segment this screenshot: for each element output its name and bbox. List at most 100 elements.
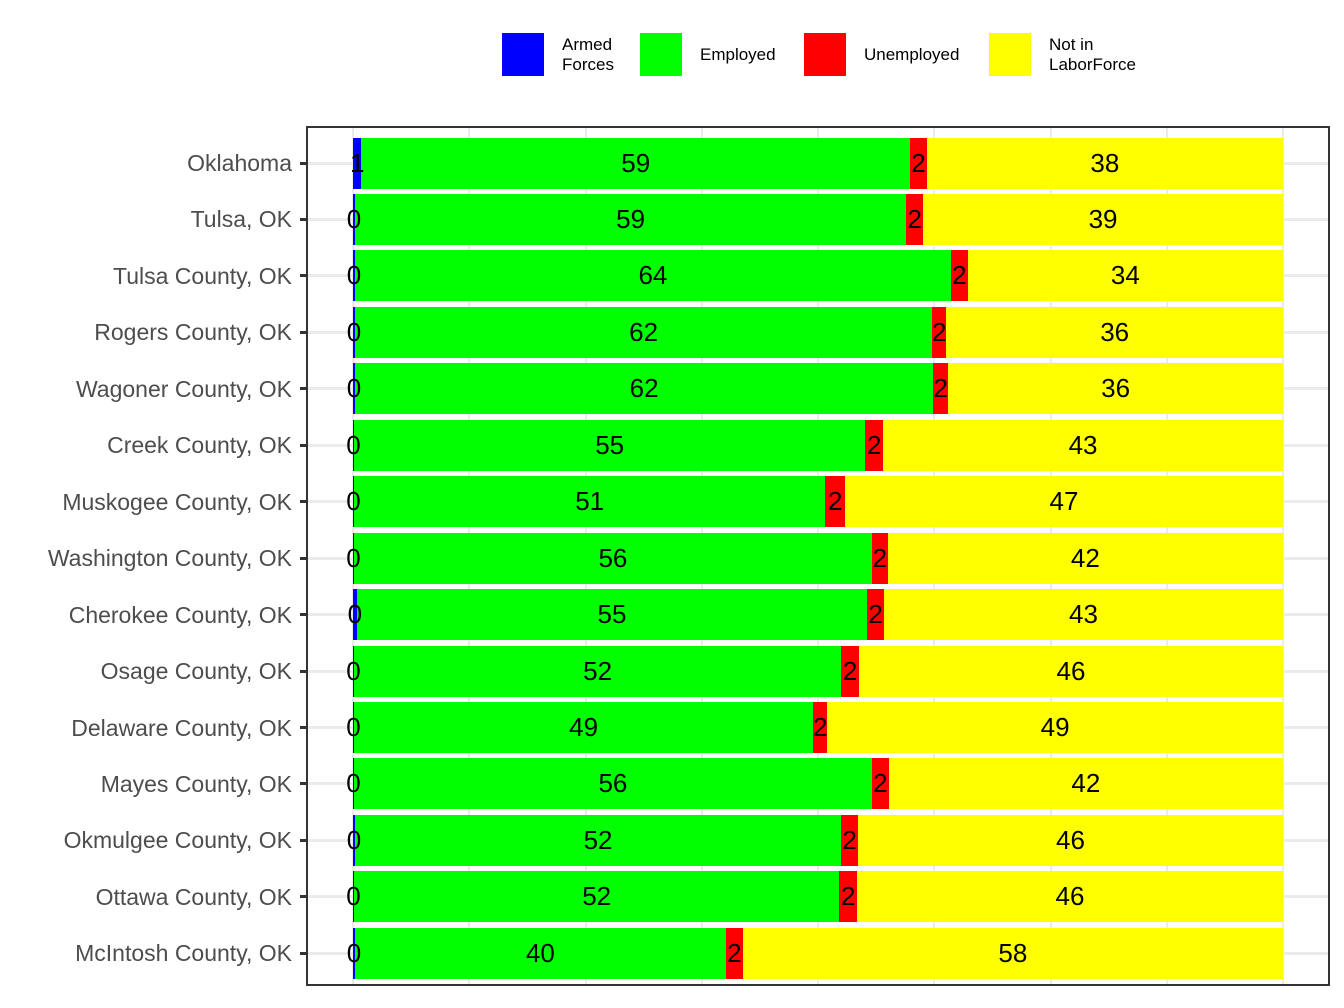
legend-swatch [502,33,544,76]
bar-value-label: 0 [346,881,361,912]
bar-segment-unemployed [871,532,888,584]
bar-row: 0 55 2 43 [308,589,1283,641]
bar-segment-not-in-laborforce [923,193,1283,245]
bar-value-label: 0 [346,429,361,460]
bar-segment-employed [353,871,840,923]
bar-segment-armed-forces [353,532,354,584]
y-axis-label: Tulsa County, OK [113,262,292,289]
legend-label: Unemployed [864,45,960,64]
y-axis-label: Muskogee County, OK [62,488,292,515]
bar-segment-employed [353,758,872,810]
bar-segment-not-in-laborforce [888,758,1283,810]
bar-value-label: 0 [346,486,361,517]
bar-segment-armed-forces [353,306,355,358]
bar-value-label: 42 [1070,542,1100,573]
bar-row: 0 59 2 39 [308,193,1283,245]
legend-label: Employed [700,45,776,64]
bar-segment-not-in-laborforce [827,702,1283,753]
bar-value-label: 43 [1069,599,1098,630]
bar-value-label: 46 [1055,881,1085,912]
bar-row: 0 56 2 42 [308,758,1283,810]
bar-segment-armed-forces [353,814,355,866]
bar-value-label: 55 [595,429,625,460]
y-axis-tick [300,669,308,673]
bar-value-label: 2 [842,655,858,686]
y-axis-tick [300,613,308,617]
bar-value-label: 51 [575,486,605,517]
bar-segment-not-in-laborforce [883,419,1283,471]
bar-value-label: 52 [583,824,613,855]
bar-value-label: 62 [629,316,659,347]
bar-value-label: 2 [932,316,947,347]
y-axis-tick [300,161,308,165]
bar-value-label: 58 [998,937,1028,968]
bar-value-label: 2 [840,881,856,912]
bar-row: 0 56 2 42 [308,532,1283,584]
y-axis-tick [300,443,308,447]
bar-segment-unemployed [841,645,859,697]
y-axis-tick [300,274,308,278]
bar-value-label: 49 [1040,712,1070,742]
bar-segment-unemployed [871,758,889,810]
bar-segment-not-in-laborforce [857,871,1283,923]
bar-segment-employed [354,927,726,979]
bar-segment-unemployed [950,250,968,302]
bar-value-label: 2 [911,147,926,178]
bar-value-label: 2 [933,373,948,404]
y-axis-label: Mayes County, OK [100,770,292,797]
bar-segment-armed-forces [353,137,362,189]
y-axis-label: Wagoner County, OK [75,375,292,402]
bar-segment-employed [354,193,907,245]
bar-row: 0 51 2 47 [308,476,1283,528]
bar-segment-unemployed [825,476,845,528]
bar-segment-not-in-laborforce [948,363,1283,415]
bar-value-label: 0 [346,655,361,686]
y-axis-label: Cherokee County, OK [68,601,292,628]
bar-value-label: 0 [346,542,361,573]
bar-segment-not-in-laborforce [887,532,1283,584]
bar-segment-not-in-laborforce [884,589,1283,641]
bar-segment-armed-forces [353,363,355,415]
bar-value-label: 0 [346,316,362,347]
legend-swatch [640,33,682,76]
bar-row: 0 40 2 58 [308,927,1283,979]
bar-value-label: 34 [1110,260,1140,291]
y-axis-label: Creek County, OK [107,432,292,459]
bar-segment-unemployed [867,589,885,641]
y-axis-label: Tulsa, OK [190,206,292,233]
y-axis-tick [300,330,308,334]
y-axis-tick [300,895,308,899]
y-axis-label: Delaware County, OK [71,714,292,741]
bar-segment-unemployed [839,871,858,923]
bar-value-label: 0 [346,768,361,799]
bar-segment-armed-forces [353,927,355,979]
bar-row: 0 52 2 46 [308,645,1283,697]
bar-segment-unemployed [933,363,949,415]
bar-value-label: 43 [1068,429,1098,460]
bar-value-label: 46 [1056,824,1085,855]
bar-row: 0 49 2 49 [308,702,1283,753]
bar-value-label: 47 [1049,486,1079,517]
bar-segment-unemployed [906,193,924,245]
bar-value-label: 42 [1071,768,1101,799]
bar-segment-armed-forces [353,589,357,641]
y-axis-tick [300,951,308,955]
bar-segment-unemployed [910,137,927,189]
y-axis-label: Washington County, OK [47,545,292,572]
bar-value-label: 2 [868,599,883,630]
bar-value-label: 52 [583,655,613,686]
bar-row: 0 55 2 43 [308,419,1283,471]
bar-row: 0 52 2 46 [308,814,1283,866]
bar-value-label: 52 [582,881,612,912]
bar-segment-not-in-laborforce [844,476,1283,528]
bar-segment-armed-forces [353,871,354,923]
bar-segment-not-in-laborforce [946,306,1283,358]
bar-segment-armed-forces [353,250,355,302]
bar-value-label: 62 [629,373,659,404]
bar-row: 0 64 2 34 [308,250,1283,302]
plot-panel: 1 59 2 38 0 59 2 39 0 64 2 34 0 62 2 36 0 62 2 36 0 55 2 43 0 51 2… [300,126,1330,986]
bar-value-label: 1 [349,147,365,178]
bar-value-label: 56 [598,768,628,799]
bar-segment-unemployed [813,702,828,753]
bar-value-label: 2 [867,429,882,460]
